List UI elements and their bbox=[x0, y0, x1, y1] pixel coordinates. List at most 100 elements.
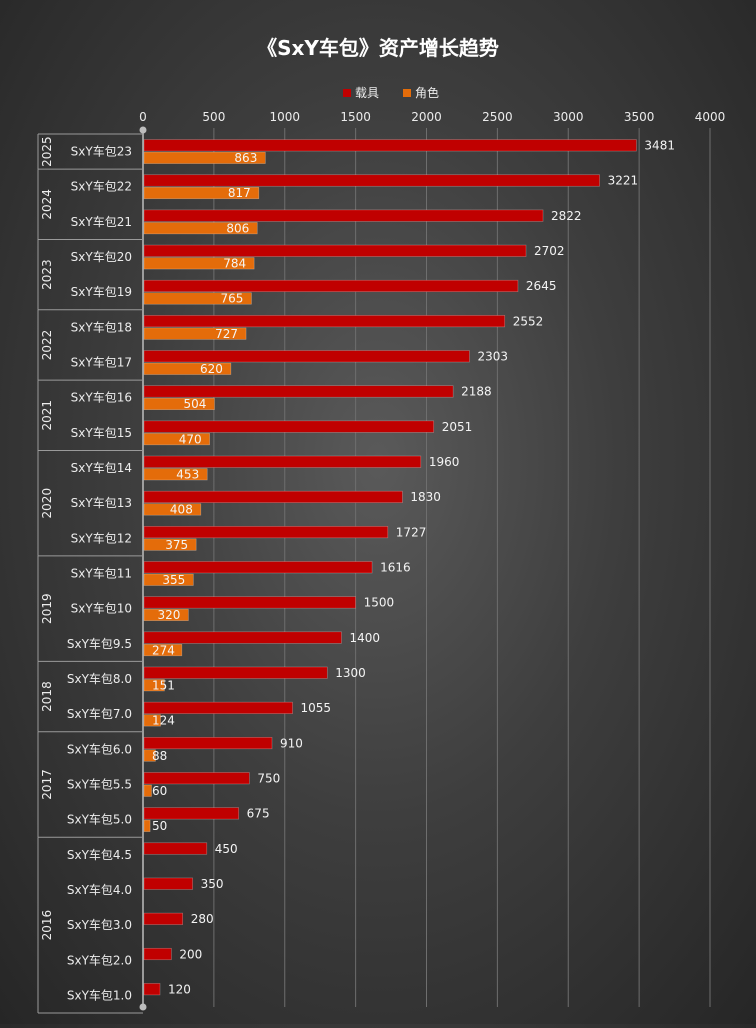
data-label-载具: 3221 bbox=[608, 174, 639, 188]
bar-载具 bbox=[143, 174, 600, 187]
data-labels: 3481 863 3221 817 2822 806 2702 784 2645 765 2552 7… bbox=[152, 139, 675, 997]
bar-载具 bbox=[143, 315, 506, 328]
legend-swatch-载具 bbox=[343, 89, 351, 97]
data-label-载具: 3481 bbox=[644, 139, 675, 153]
data-label-载具: 750 bbox=[257, 771, 280, 785]
legend: 载具 角色 bbox=[343, 86, 439, 100]
legend-label-角色: 角色 bbox=[415, 86, 439, 100]
data-label-角色: 151 bbox=[152, 678, 175, 692]
x-tick-label: 4000 bbox=[695, 110, 726, 124]
data-label-角色: 88 bbox=[152, 749, 167, 763]
bar-角色 bbox=[143, 749, 156, 762]
bar-载具 bbox=[143, 947, 172, 961]
data-label-角色: 375 bbox=[165, 538, 188, 552]
category-label: SxY车包19 bbox=[71, 284, 132, 299]
data-label-载具: 2645 bbox=[526, 279, 557, 293]
category-label: SxY车包9.5 bbox=[67, 636, 132, 651]
data-label-载具: 2822 bbox=[551, 209, 582, 223]
bar-载具 bbox=[143, 139, 637, 152]
data-label-角色: 355 bbox=[162, 573, 185, 587]
bar-角色 bbox=[143, 608, 189, 621]
year-label: 2019 bbox=[40, 593, 54, 624]
year-groups: SxY车包23 2025 SxY车包22 SxY车包21 2024 SxY车包20 SxY车… bbox=[37, 133, 143, 1014]
axis-start-marker bbox=[139, 126, 147, 134]
year-label: 2018 bbox=[40, 681, 54, 712]
data-label-载具: 280 bbox=[191, 912, 214, 926]
year-label: 2016 bbox=[40, 910, 54, 941]
category-label: SxY车包3.0 bbox=[67, 917, 132, 932]
bar-载具 bbox=[143, 983, 161, 996]
legend-swatch-角色 bbox=[403, 89, 411, 97]
category-label: SxY车包8.0 bbox=[67, 671, 132, 686]
bar-载具 bbox=[143, 807, 239, 820]
bar-角色 bbox=[143, 573, 194, 586]
bar-载具 bbox=[143, 736, 273, 750]
bar-载具 bbox=[143, 666, 328, 679]
data-label-角色: 274 bbox=[152, 643, 175, 657]
data-label-载具: 2188 bbox=[461, 385, 492, 399]
category-label: SxY车包13 bbox=[71, 495, 132, 510]
x-tick-label: 2500 bbox=[482, 110, 513, 124]
bar-角色 bbox=[143, 714, 161, 727]
year-label: 2024 bbox=[40, 189, 54, 220]
axis-end-marker bbox=[139, 1003, 147, 1011]
data-label-载具: 200 bbox=[179, 947, 202, 961]
data-label-载具: 1960 bbox=[429, 455, 460, 469]
data-label-角色: 863 bbox=[234, 151, 257, 165]
data-label-载具: 1727 bbox=[396, 525, 427, 539]
category-label: SxY车包20 bbox=[71, 249, 132, 264]
data-label-角色: 620 bbox=[200, 362, 223, 376]
bar-载具 bbox=[143, 877, 193, 890]
data-label-角色: 806 bbox=[226, 221, 249, 235]
category-label: SxY车包5.5 bbox=[67, 776, 132, 791]
chart-title: 《SxY车包》资产增长趋势 bbox=[257, 36, 499, 60]
bar-载具 bbox=[143, 631, 342, 644]
category-label: SxY车包22 bbox=[71, 179, 132, 194]
year-label: 2021 bbox=[40, 400, 54, 431]
data-label-载具: 1500 bbox=[364, 596, 395, 610]
category-label: SxY车包17 bbox=[71, 355, 132, 370]
x-tick-label: 1500 bbox=[340, 110, 371, 124]
bar-载具 bbox=[143, 842, 208, 855]
category-label: SxY车包6.0 bbox=[67, 741, 132, 756]
data-label-载具: 2702 bbox=[534, 244, 565, 258]
bar-载具 bbox=[143, 279, 519, 293]
bars bbox=[143, 139, 637, 996]
bar-载具 bbox=[143, 209, 544, 222]
data-label-载具: 2303 bbox=[477, 350, 508, 364]
category-label: SxY车包4.0 bbox=[67, 882, 132, 897]
data-label-角色: 727 bbox=[215, 327, 238, 341]
legend-label-载具: 载具 bbox=[355, 86, 379, 100]
data-label-角色: 320 bbox=[157, 608, 180, 622]
bar-角色 bbox=[143, 222, 258, 235]
category-label: SxY车包11 bbox=[71, 566, 132, 581]
bar-角色 bbox=[143, 784, 152, 797]
axes bbox=[139, 126, 147, 1011]
category-label: SxY车包18 bbox=[71, 319, 132, 334]
year-label: 2020 bbox=[40, 488, 54, 519]
bar-载具 bbox=[143, 244, 527, 257]
bar-角色 bbox=[143, 503, 202, 516]
data-label-角色: 784 bbox=[223, 257, 246, 271]
data-label-角色: 408 bbox=[170, 503, 193, 517]
bar-角色 bbox=[143, 397, 215, 411]
x-tick-label: 3000 bbox=[553, 110, 584, 124]
year-label: 2023 bbox=[40, 259, 54, 290]
data-label-角色: 453 bbox=[176, 468, 199, 482]
category-label: SxY车包1.0 bbox=[67, 987, 132, 1002]
bar-角色 bbox=[143, 362, 232, 375]
x-tick-label: 500 bbox=[202, 110, 225, 124]
bar-载具 bbox=[143, 772, 250, 785]
year-label: 2025 bbox=[40, 136, 54, 167]
data-label-角色: 470 bbox=[179, 432, 202, 446]
bar-角色 bbox=[143, 186, 260, 200]
category-label: SxY车包15 bbox=[71, 425, 132, 440]
data-label-载具: 1400 bbox=[349, 631, 380, 645]
data-label-载具: 450 bbox=[215, 842, 238, 856]
x-tick-label: 0 bbox=[139, 110, 147, 124]
data-label-载具: 350 bbox=[201, 877, 224, 891]
data-label-载具: 2051 bbox=[442, 420, 473, 434]
year-label: 2017 bbox=[40, 769, 54, 800]
bar-载具 bbox=[143, 701, 293, 714]
